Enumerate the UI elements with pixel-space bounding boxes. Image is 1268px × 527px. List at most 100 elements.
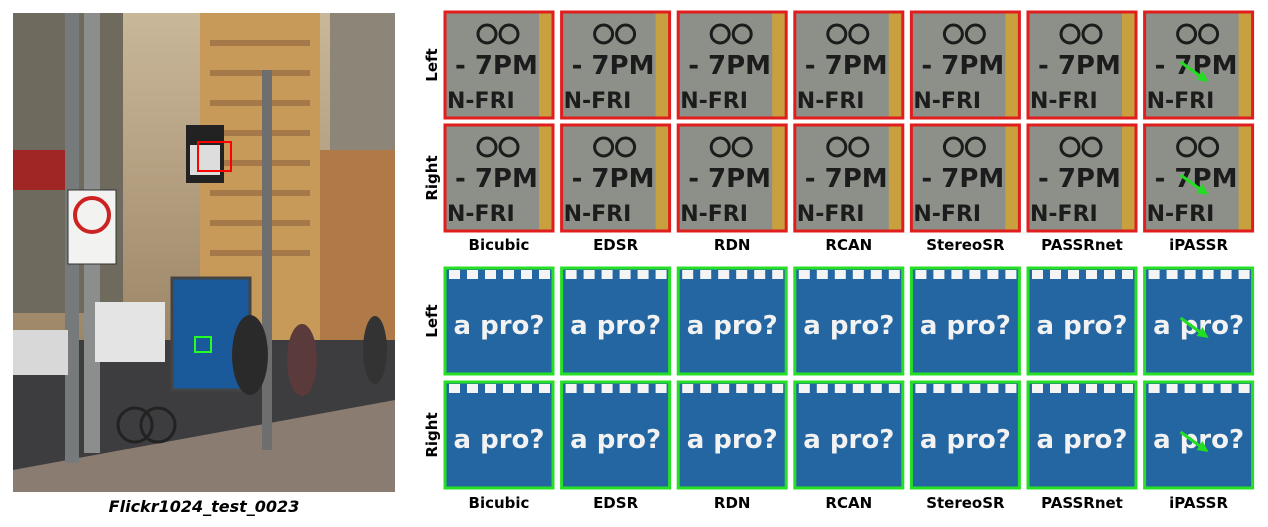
- poster-dash: [987, 384, 999, 393]
- row-label: Right: [423, 412, 441, 457]
- poster-dash: [539, 270, 550, 279]
- bike-wheel: [476, 136, 498, 158]
- patch-text: a pro?: [920, 425, 1011, 455]
- patch-background: [561, 268, 670, 374]
- patch: a pro?: [443, 266, 555, 376]
- poster-dash: [1104, 270, 1115, 279]
- bike-wheel: [942, 23, 964, 45]
- poster-dash: [485, 270, 496, 279]
- method-label: Bicubic: [469, 494, 530, 512]
- image-caption: Flickr1024_test_0023: [109, 497, 300, 516]
- patch-background: [678, 125, 787, 231]
- poster-dash: [1032, 384, 1043, 393]
- patch: - 7PM N-FRI: [443, 10, 555, 120]
- patch: a pro?: [560, 266, 672, 376]
- patch-background: [561, 125, 670, 231]
- bike-wheel: [615, 23, 637, 45]
- bike-wheel: [498, 136, 520, 158]
- patch-background: [445, 125, 553, 231]
- patch: a pro?: [676, 380, 788, 490]
- poster-dash: [951, 270, 963, 279]
- method-label: Bicubic: [469, 236, 530, 254]
- bike-wheel: [731, 136, 753, 158]
- patch: a pro?: [1143, 380, 1255, 490]
- patch-text: - 7PM: [1155, 51, 1238, 81]
- arrow-head: [1196, 71, 1209, 82]
- patch: - 7PM N-FRI: [560, 123, 672, 233]
- patch: a pro?: [793, 380, 905, 490]
- patch-border: [793, 380, 905, 490]
- patch-background: [678, 382, 787, 488]
- poster-dash: [601, 270, 613, 279]
- arrow: [1179, 430, 1204, 450]
- arrow-head: [1196, 184, 1209, 195]
- patch-text: N-FRI: [1147, 89, 1215, 114]
- bike-wheel: [498, 23, 520, 45]
- patch-text: a pro?: [687, 425, 778, 455]
- poster-dash: [521, 270, 532, 279]
- patch-text: N-FRI: [447, 202, 515, 227]
- patch-edge: [772, 125, 787, 231]
- bike-wheel: [826, 23, 848, 45]
- poster-dash: [1184, 384, 1196, 393]
- patch-text: a pro?: [803, 425, 894, 455]
- poster-dash: [1166, 270, 1178, 279]
- poster-dash: [1104, 384, 1115, 393]
- poster-dash: [1238, 384, 1250, 393]
- poster-dash: [1220, 384, 1232, 393]
- method-label: RDN: [714, 494, 751, 512]
- patch-background: [794, 125, 903, 231]
- poster-dash: [754, 270, 766, 279]
- patch-border: [1143, 380, 1255, 490]
- poster-dash: [1050, 270, 1061, 279]
- patch-background: [794, 268, 903, 374]
- poster-dash: [521, 384, 532, 393]
- row-label: Left: [423, 304, 441, 337]
- patch: - 7PM N-FRI: [676, 123, 788, 233]
- poster-dash: [852, 384, 864, 393]
- patch-background: [445, 268, 553, 374]
- bike-wheel: [942, 136, 964, 158]
- patch-text: a pro?: [1037, 425, 1128, 455]
- patch-edge: [539, 12, 553, 118]
- patch-text: a pro?: [570, 425, 661, 455]
- patch-background: [1144, 125, 1253, 231]
- bike-wheel: [1176, 23, 1198, 45]
- patch-background: [678, 268, 787, 374]
- patch-text: - 7PM: [1038, 164, 1121, 194]
- patch-background: [1028, 268, 1136, 374]
- poster-dash: [1220, 270, 1232, 279]
- poster-dash: [870, 270, 882, 279]
- poster-dash: [933, 270, 945, 279]
- poster-dash: [485, 384, 496, 393]
- patch-border: [1143, 123, 1255, 233]
- patch-text: N-FRI: [797, 202, 865, 227]
- patch-edge: [655, 125, 670, 231]
- poster-dash: [565, 384, 577, 393]
- patch-background: [1028, 125, 1136, 231]
- poster-dash: [682, 270, 694, 279]
- patch-edge: [655, 12, 670, 118]
- patch-border: [676, 10, 788, 120]
- patch-text: N-FRI: [680, 202, 748, 227]
- patch-text: N-FRI: [680, 89, 748, 114]
- poster-dash: [987, 270, 999, 279]
- patch-background: [445, 382, 553, 488]
- patch-text: - 7PM: [805, 164, 888, 194]
- patch-text: a pro?: [1037, 311, 1128, 341]
- poster-dash: [736, 270, 748, 279]
- bike-wheel: [848, 136, 870, 158]
- patch-edge: [1005, 125, 1020, 231]
- method-label: iPASSR: [1169, 494, 1228, 512]
- bike-wheel: [476, 23, 498, 45]
- patch-text: - 7PM: [688, 51, 771, 81]
- bike-wheel: [964, 23, 986, 45]
- patch: - 7PM N-FRI: [909, 123, 1021, 233]
- patch-text: - 7PM: [805, 51, 888, 81]
- patch-border: [443, 123, 555, 233]
- patch-text: N-FRI: [1147, 202, 1215, 227]
- patch: - 7PM N-FRI: [676, 10, 788, 120]
- patch-border: [560, 380, 672, 490]
- patch-border: [560, 266, 672, 376]
- patch-edge: [1005, 12, 1020, 118]
